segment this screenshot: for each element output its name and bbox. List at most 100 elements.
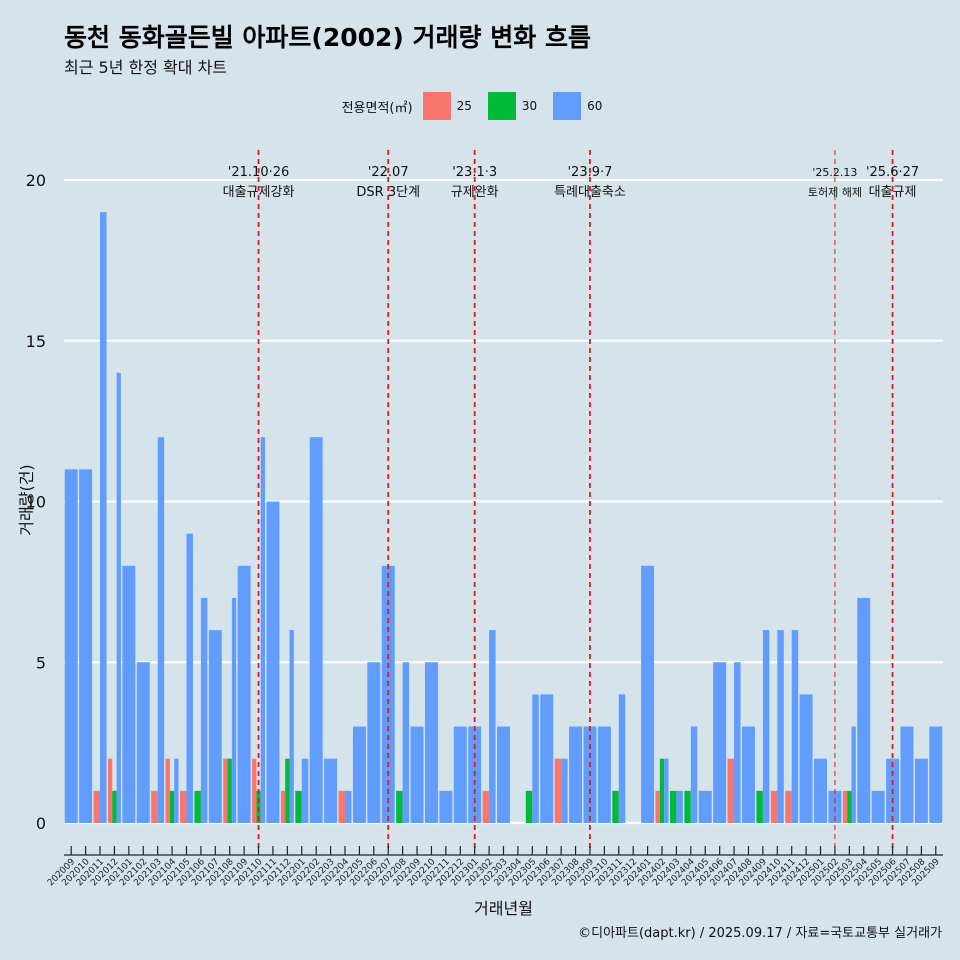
y-tick-label: 20: [26, 171, 46, 190]
bar-60-202201: [301, 758, 309, 823]
bar-60-202211: [439, 790, 453, 823]
bar-60-202112: [289, 630, 294, 823]
annotation-date: '21.10·26: [228, 165, 289, 180]
bar-30-202112: [285, 758, 290, 823]
bar-25-202103: [151, 790, 158, 823]
bar-60-202507: [900, 726, 914, 823]
bar-25-202105: [179, 790, 187, 823]
bar-60-202210: [424, 662, 438, 823]
bar-25-202302: [482, 790, 490, 823]
legend-label-30: 30: [521, 99, 538, 113]
legend-label-60: 60: [587, 99, 603, 113]
annotation-label: 특례대출축소: [554, 185, 626, 200]
annotation-date: '23.1·3: [452, 165, 497, 180]
bar-60-202411: [791, 630, 799, 823]
bar-60-202203: [324, 758, 338, 823]
annotation-label: 대출규제강화: [223, 185, 295, 200]
legend-key-25: [422, 92, 451, 120]
annotation-label: 대출규제: [869, 185, 917, 200]
x-axis-title: 거래년월: [474, 899, 533, 918]
bar-60-202107: [208, 630, 222, 823]
bar-25-202407: [727, 758, 735, 823]
bar-60-202103: [157, 437, 165, 823]
bar-25-202108: [223, 758, 228, 823]
bar-25-202503: [842, 790, 848, 823]
bar-60-202407: [734, 662, 741, 823]
bar-30-202108: [227, 758, 232, 823]
bar-60-202305: [532, 694, 539, 823]
legend-key-30: [487, 92, 516, 120]
annotation-date: '23.9·7: [567, 165, 612, 180]
bar-30-202404: [684, 790, 691, 823]
legend-title: 전용면적(㎡): [341, 100, 413, 116]
bar-25-202307: [554, 758, 562, 823]
bar-60-202402: [664, 758, 669, 823]
bar-60-202104: [174, 758, 179, 823]
bar-30-202104: [169, 790, 175, 823]
bar-60-202010: [79, 469, 93, 823]
annotation-date: '25.6·27: [866, 165, 919, 180]
bar-60-202202: [309, 437, 323, 823]
bar-60-202009: [64, 469, 78, 823]
bar-60-202503: [851, 726, 856, 823]
bar-30-202110: [256, 790, 261, 823]
bar-60-202111: [266, 501, 280, 823]
bar-60-202306: [540, 694, 554, 823]
bar-60-202307: [561, 758, 568, 823]
bar-30-202311: [612, 790, 619, 823]
annotation-label: 토허제 해제: [808, 185, 862, 199]
bar-60-202311: [618, 694, 626, 823]
bar-25-202410: [770, 790, 778, 823]
annotation-date: '22.07: [368, 165, 409, 180]
y-tick-label: 10: [26, 493, 46, 512]
bar-60-202502: [828, 790, 842, 823]
bar-60-202508: [914, 758, 928, 823]
bar-60-202206: [367, 662, 381, 823]
bar-60-202209: [410, 726, 424, 823]
bar-25-202411: [785, 790, 792, 823]
bar-60-202109: [237, 565, 251, 823]
y-tick-label: 0: [36, 814, 46, 833]
bar-60-202408: [741, 726, 755, 823]
bar-60-202106: [200, 597, 208, 823]
bar-60-202404: [690, 726, 698, 823]
bar-60-202310: [597, 726, 611, 823]
y-tick-label: 5: [36, 653, 46, 672]
bar-60-202108: [231, 597, 237, 823]
annotation-label: DSR 3단계: [356, 185, 420, 200]
bar-30-202012: [112, 790, 117, 823]
bar-60-202101: [122, 565, 136, 823]
bar-60-202308: [569, 726, 583, 823]
bar-60-202403: [676, 790, 683, 823]
legend: 전용면적(㎡) 25 30 60: [0, 92, 960, 120]
bar-60-202302: [489, 630, 496, 823]
bar-30-202201: [295, 790, 302, 823]
bar-60-202208: [402, 662, 410, 823]
bar-25-202402: [655, 790, 660, 823]
bar-30-202305: [525, 790, 533, 823]
chart-title: 동천 동화골든빌 아파트(2002) 거래량 변화 흐름: [64, 23, 591, 52]
bar-25-202204: [338, 790, 345, 823]
bar-30-202106: [194, 790, 201, 823]
bar-60-202105: [186, 533, 193, 823]
bar-60-202412: [799, 694, 813, 823]
bar-30-202208: [396, 790, 403, 823]
bar-60-202405: [698, 790, 712, 823]
source-caption: ©디아파트(dapt.kr) / 2025.09.17 / 자료=국토교통부 실…: [578, 926, 942, 941]
bar-60-202212: [453, 726, 467, 823]
bar-60-202401: [641, 565, 655, 823]
bar-25-202104: [165, 758, 170, 823]
bar-60-202102: [136, 662, 150, 823]
bar-25-202112: [280, 790, 286, 823]
bar-60-202509: [929, 726, 943, 823]
bar-60-202303: [497, 726, 510, 823]
y-axis-title: 거래량(건): [17, 464, 36, 535]
bar-60-202410: [777, 630, 784, 823]
y-tick-label: 15: [26, 332, 46, 351]
legend-label-25: 25: [456, 99, 472, 113]
bar-30-202409: [756, 790, 763, 823]
bar-25-202110: [252, 758, 257, 823]
annotation-date: '25.2.13: [812, 166, 857, 179]
chart-subtitle: 최근 5년 한정 확대 차트: [64, 58, 228, 77]
